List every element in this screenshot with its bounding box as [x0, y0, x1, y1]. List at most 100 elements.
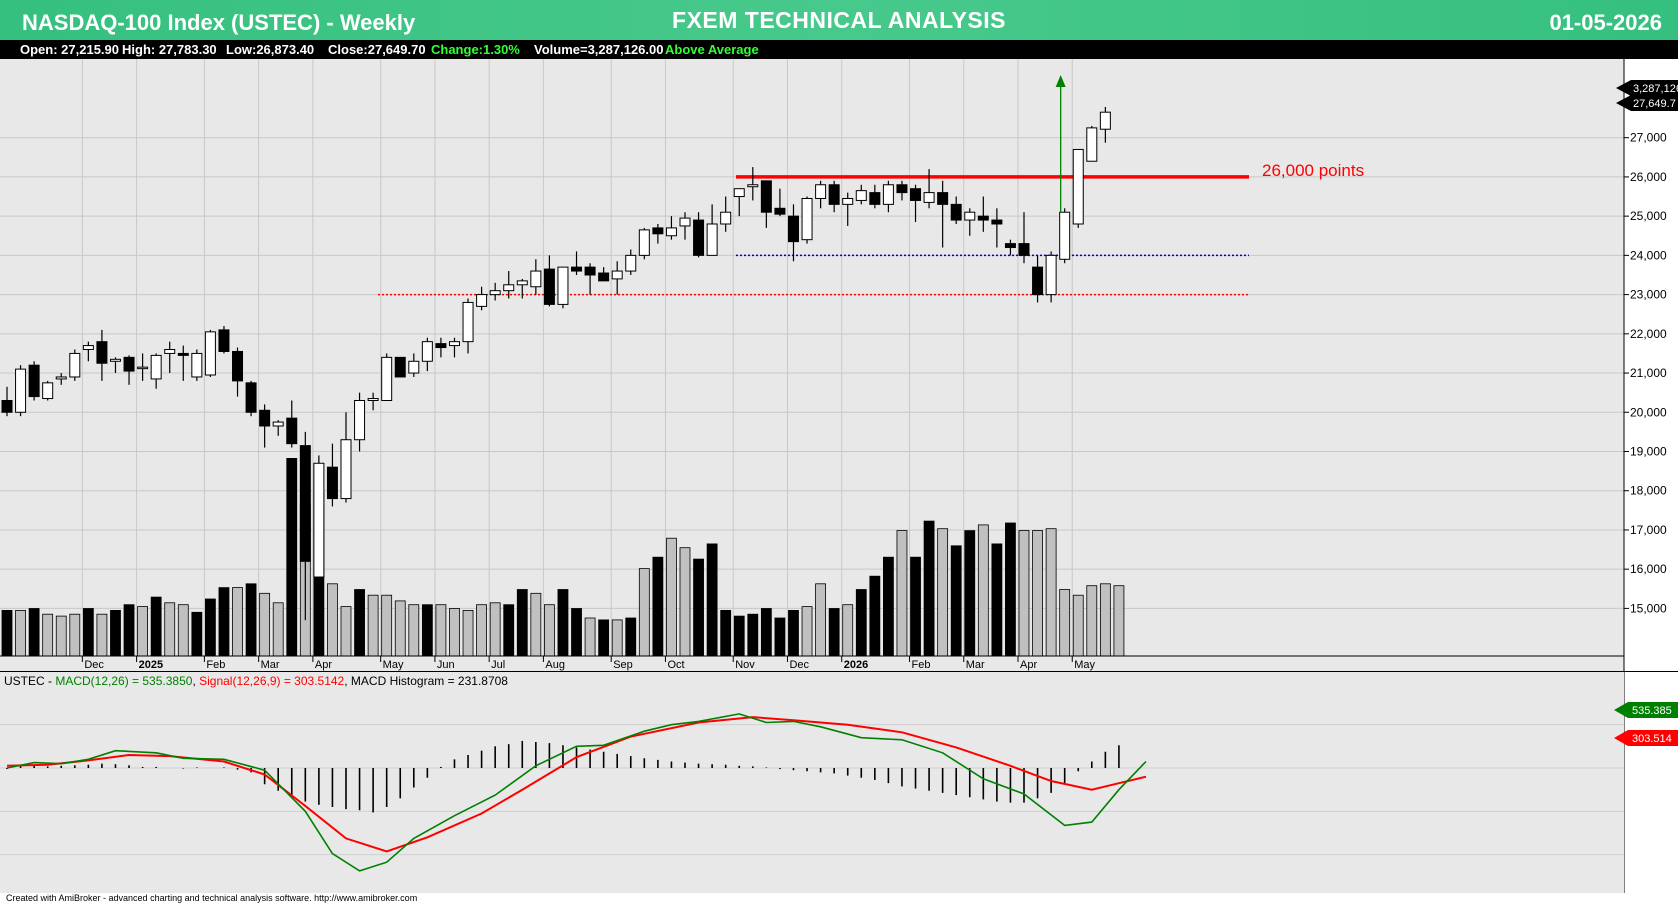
price-tick-label: 15,000 — [1630, 601, 1667, 615]
candle-body — [42, 382, 54, 400]
volume-bar — [503, 604, 515, 657]
price-tick-label: 24,000 — [1630, 248, 1667, 262]
volume-bar — [571, 608, 582, 657]
candle-body — [882, 184, 894, 205]
volume-bar — [828, 608, 840, 657]
month-label: Apr — [1020, 659, 1037, 671]
candle-body — [910, 188, 922, 201]
macd-legend-macd: MACD(12,26) = 535.3850 — [55, 674, 192, 688]
volume-bar — [1005, 522, 1016, 657]
candle-body — [272, 421, 284, 427]
volume-bar — [15, 610, 26, 657]
candle-body — [720, 211, 732, 225]
volume-bar — [55, 615, 67, 657]
change-value: Change:1.30% — [431, 42, 520, 57]
volume-bar — [991, 543, 1003, 657]
macd-histogram — [6, 740, 1120, 813]
chart-date: 01-05-2026 — [1549, 10, 1662, 35]
last-value-tags: 3,287,126 27,649.7 — [1616, 80, 1678, 111]
candle-body — [543, 268, 555, 305]
candle-body — [421, 341, 433, 362]
volume-bar — [232, 587, 243, 657]
candle-body — [638, 229, 650, 256]
footer-credit: Created with AmiBroker - advanced charti… — [6, 893, 418, 903]
month-label: Dec — [789, 659, 809, 671]
candle-body — [218, 329, 230, 352]
volume-bar — [1099, 583, 1111, 657]
candle-body — [313, 462, 325, 578]
candle-body — [584, 266, 596, 276]
candle-body — [462, 301, 474, 343]
candle-body — [55, 376, 67, 380]
candle-body — [991, 219, 1003, 225]
macd-value-tag — [1614, 730, 1678, 746]
candle-body — [557, 266, 569, 305]
price-tick-label: 18,000 — [1630, 484, 1667, 498]
volume-bar — [516, 589, 528, 657]
candle-body — [842, 197, 854, 205]
candle-body — [571, 266, 583, 272]
candle-body — [435, 343, 447, 349]
candle-body — [1032, 266, 1044, 296]
candle-body — [150, 354, 162, 380]
volume-bar — [1, 610, 13, 657]
volume-bar — [679, 547, 691, 657]
candle-body — [204, 331, 216, 376]
candle-body — [191, 352, 203, 378]
month-label: 2025 — [139, 659, 163, 671]
candle-body — [340, 439, 352, 500]
macd-line — [6, 713, 1147, 872]
price-axis: 15,000 16,000 17,000 18,000 19,000 20,000 21,0… — [1624, 131, 1667, 615]
candle-body — [937, 192, 949, 205]
volume-bar — [123, 604, 135, 657]
candle-body — [787, 215, 799, 243]
macd-value-tags: 535.385 303.514 — [1614, 702, 1678, 746]
volume-bar — [476, 604, 488, 657]
volume-bar — [774, 617, 786, 657]
volume-bar — [950, 545, 962, 657]
volume-bar — [164, 602, 176, 657]
candle-body — [801, 197, 813, 241]
volume-bar — [666, 537, 677, 657]
resistance-annotation: 26,000 points — [1262, 161, 1364, 180]
last-value-tag-label: 27,649.7 — [1633, 98, 1676, 110]
price-tick-label: 23,000 — [1630, 288, 1667, 302]
high-value: High: 27,783.30 — [122, 42, 217, 57]
candle-body — [1018, 243, 1030, 256]
volume-bar — [611, 619, 623, 657]
volume-bar — [82, 608, 94, 657]
candle-body — [1072, 148, 1084, 225]
volume-bar — [408, 604, 420, 657]
price-pane-background — [0, 59, 1624, 671]
candle-body — [15, 368, 27, 413]
volume-bar — [177, 604, 189, 657]
month-label: Sep — [613, 659, 633, 671]
volume-bar — [923, 520, 935, 657]
candle-body — [245, 382, 257, 413]
volume-bar — [245, 583, 257, 657]
volume-bar — [937, 528, 949, 657]
candle-body — [259, 409, 271, 427]
candle-body — [164, 349, 176, 354]
candle-body — [476, 294, 488, 307]
candle-body — [530, 270, 542, 288]
volume-bar — [218, 587, 230, 657]
candle-body — [611, 270, 623, 280]
volume-bar — [259, 592, 271, 657]
candle-body — [69, 352, 81, 378]
volume-bar — [137, 606, 149, 657]
macd-value-tag-label: 303.514 — [1632, 733, 1672, 745]
volume-bar — [1059, 589, 1071, 657]
candle-body — [1099, 111, 1111, 130]
close-value: Close:27,649.70 — [328, 42, 426, 57]
volume-bar — [381, 594, 393, 657]
macd-pane-background — [0, 672, 1624, 893]
volume-bar — [815, 583, 826, 657]
volume-bar — [747, 613, 759, 657]
volume-bar — [720, 610, 732, 657]
macd-legend-hist: , MACD Histogram = 231.8708 — [344, 674, 508, 688]
volume-bar — [693, 558, 704, 657]
candle-body — [354, 400, 366, 441]
volume-bar — [1032, 530, 1043, 657]
volume-bar — [394, 600, 406, 657]
